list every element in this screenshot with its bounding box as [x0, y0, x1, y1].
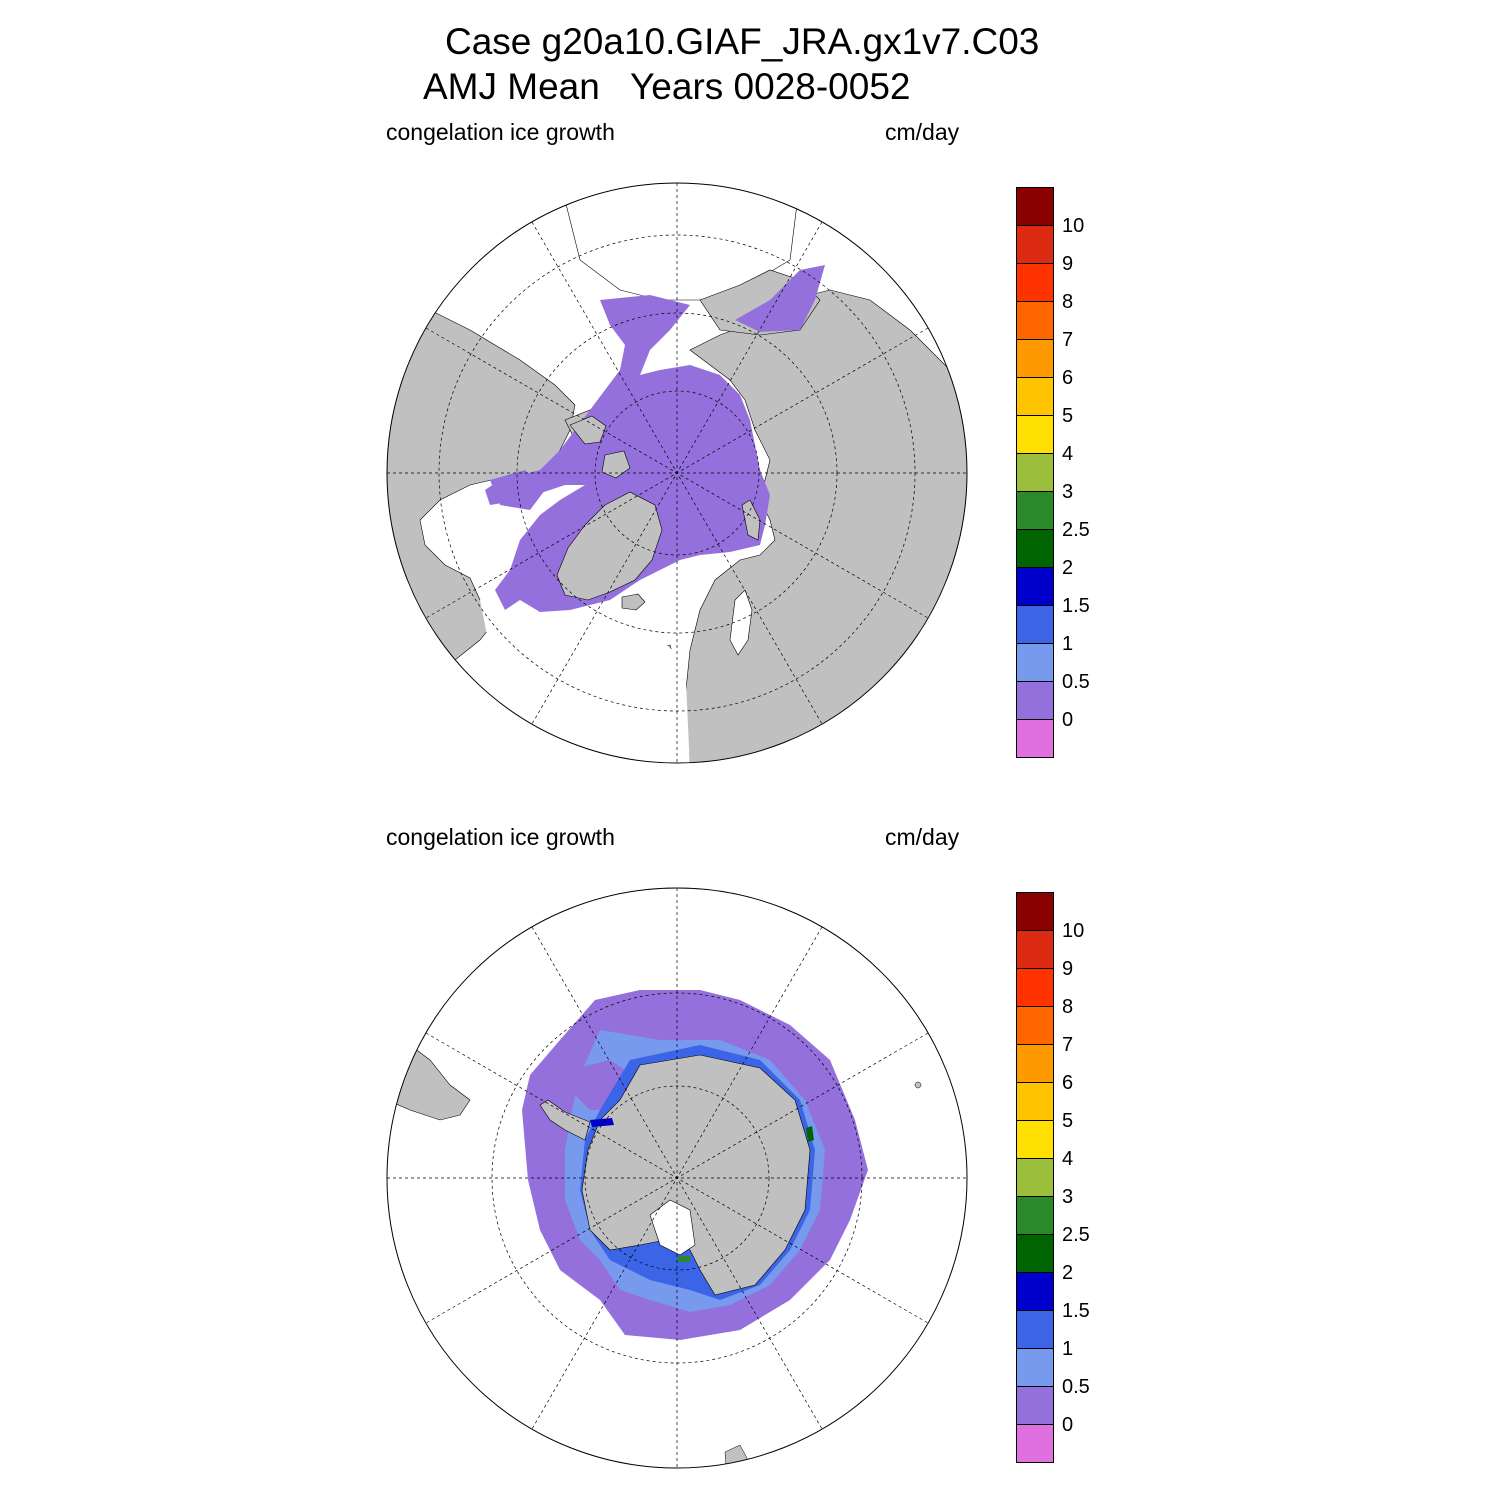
- colorbar-tick: 8: [1062, 996, 1074, 1018]
- south-polar-map: [386, 887, 968, 1469]
- colorbar-swatch: [1017, 568, 1053, 606]
- colorbar-tick: 1: [1062, 1338, 1074, 1360]
- north-sea-ice: [485, 295, 770, 612]
- north-map-border: [386, 182, 968, 764]
- colorbar-swatch: [1017, 720, 1053, 757]
- colorbar-swatch: [1017, 340, 1053, 378]
- colorbar-swatch: [1017, 1083, 1053, 1121]
- colorbar-swatch: [1017, 1121, 1053, 1159]
- colorbar-tick: 4: [1062, 443, 1074, 465]
- colorbar-tick: 5: [1062, 1110, 1074, 1132]
- colorbar-swatch: [1017, 1349, 1053, 1387]
- colorbar-tick: 4: [1062, 1148, 1074, 1170]
- greenland-land-over: [556, 491, 663, 601]
- colorbar-tick: 0.5: [1062, 1376, 1090, 1398]
- south-map-border: [386, 887, 968, 1469]
- colorbar-tick: 0: [1062, 1414, 1074, 1436]
- colorbar-swatch: [1017, 492, 1053, 530]
- novaya-zemlya-land: [741, 499, 761, 541]
- colorbar-tick: 0.5: [1062, 671, 1090, 693]
- coastal-high-growth-2: [678, 1256, 690, 1262]
- colorbar-tick: 2.5: [1062, 519, 1090, 541]
- colorbar-swatch: [1017, 606, 1053, 644]
- colorbar-swatch: [1017, 1425, 1053, 1462]
- colorbar-swatch: [1017, 1007, 1053, 1045]
- colorbar-swatch: [1017, 893, 1053, 931]
- colorbar-tick: 2: [1062, 557, 1074, 579]
- panel-north-units-label: cm/day: [885, 119, 960, 145]
- colorbar-swatch: [1017, 416, 1053, 454]
- colorbar-tick: 7: [1062, 329, 1074, 351]
- colorbar-tick: 8: [1062, 291, 1074, 313]
- colorbar-tick: 6: [1062, 1072, 1074, 1094]
- north-polar-map: [386, 182, 968, 764]
- colorbar-swatch: [1017, 302, 1053, 340]
- antarctic-peninsula-land: [539, 1099, 591, 1141]
- colorbar-tick: 10: [1062, 920, 1085, 942]
- colorbar-swatch: [1017, 931, 1053, 969]
- colorbar-swatch: [1017, 264, 1053, 302]
- colorbar-tick: 2.5: [1062, 1224, 1090, 1246]
- colorbar-swatch: [1017, 969, 1053, 1007]
- colorbar-swatch: [1017, 1273, 1053, 1311]
- colorbar-tick: 10: [1062, 215, 1085, 237]
- colorbar-swatch: [1017, 1387, 1053, 1425]
- colorbar-swatch: [1017, 226, 1053, 264]
- baltic-sea: [729, 589, 753, 656]
- panel-north-left-label: congelation ice growth: [386, 119, 615, 145]
- colorbar-swatch: [1017, 454, 1053, 492]
- colorbar-swatch: [1017, 188, 1053, 226]
- colorbar-swatch: [1017, 530, 1053, 568]
- figure-title-line1: Case g20a10.GIAF_JRA.gx1v7.C03: [445, 21, 1040, 62]
- coastal-high-growth-1: [806, 1126, 814, 1142]
- colorbar-tick: 2: [1062, 1262, 1074, 1284]
- colorbar-tick: 1.5: [1062, 595, 1090, 617]
- colorbar-tick: 1: [1062, 633, 1074, 655]
- colorbar-swatch: [1017, 1197, 1053, 1235]
- colorbar-tick: 7: [1062, 1034, 1074, 1056]
- colorbar-tick: 3: [1062, 1186, 1074, 1208]
- panel-south-left-label: congelation ice growth: [386, 824, 615, 850]
- colorbar-tick: 9: [1062, 958, 1074, 980]
- okhotsk-sea-ice: [735, 265, 825, 332]
- colorbar-tick: 3: [1062, 481, 1074, 503]
- colorbar-swatch: [1017, 1235, 1053, 1273]
- colorbar-swatch: [1017, 1311, 1053, 1349]
- north-america-land: [387, 299, 576, 691]
- colorbar-swatch: [1017, 1045, 1053, 1083]
- colorbar-tick: 5: [1062, 405, 1074, 427]
- south-island: [914, 1081, 922, 1089]
- colorbar-north: [1016, 187, 1054, 758]
- eurasia-land: [684, 289, 967, 763]
- colorbar-swatch: [1017, 644, 1053, 682]
- coastal-high-growth-3: [590, 1118, 614, 1127]
- colorbar-south: [1016, 892, 1054, 1463]
- north-graticule: [387, 183, 967, 763]
- panel-south-units-label: cm/day: [885, 824, 960, 850]
- colorbar-swatch: [1017, 1159, 1053, 1197]
- colorbar-tick: 1.5: [1062, 1300, 1090, 1322]
- figure-title-line2: AMJ Mean Years 0028-0052: [423, 66, 911, 107]
- south-graticule: [387, 888, 967, 1468]
- colorbar-tick: 6: [1062, 367, 1074, 389]
- colorbar-tick: 0: [1062, 709, 1074, 731]
- colorbar-swatch: [1017, 682, 1053, 720]
- colorbar-tick: 9: [1062, 253, 1074, 275]
- iceland-land: [621, 593, 646, 611]
- hudson-bay-ice: [490, 470, 545, 510]
- ross-ice-shelf: [649, 1199, 696, 1256]
- colorbar-swatch: [1017, 378, 1053, 416]
